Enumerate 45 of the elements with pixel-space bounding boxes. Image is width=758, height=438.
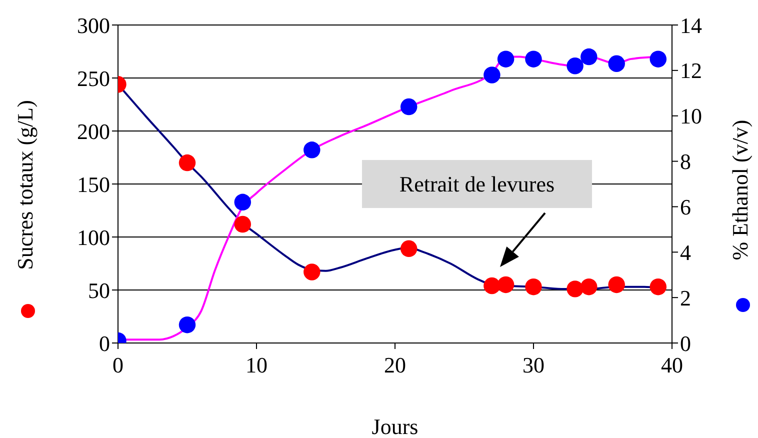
point [580,48,598,66]
point [608,276,625,294]
y2-tick-label: 14 [680,12,702,38]
point [178,316,196,334]
point [304,142,320,158]
point [234,194,252,211]
point [566,58,584,74]
point [525,278,542,296]
y-tick-label: 200 [77,118,110,144]
annotation: Retrait de levures [399,172,555,196]
point [484,66,500,84]
point [304,264,320,280]
point [497,276,514,294]
y2-tick-label: 0 [680,330,691,356]
point [650,50,667,68]
y2-tick-label: 2 [680,285,691,310]
x-tick-label: 40 [661,352,683,378]
y2-tick-label: 6 [680,194,691,220]
x-axis-title: Jours [372,414,418,438]
point [650,278,667,296]
x-tick-label: 10 [246,352,268,378]
y-tick-label: 0 [99,330,110,356]
point [497,50,514,68]
y2-tick-label: 8 [680,149,691,174]
point [580,278,598,296]
y2-tick-label: 12 [680,58,702,84]
y-axis-title: Sucres totaux (g/L) [12,100,38,270]
x-tick-label: 20 [384,352,406,378]
y2-tick-label: 4 [680,240,691,265]
point [178,154,196,172]
y2-tick-label: 10 [680,104,702,129]
y-tick-label: 300 [77,12,110,38]
point [484,277,500,294]
y2-axis-title: % Ethanol (v/v) [728,120,752,260]
point [234,216,252,233]
x-tick-label: 30 [522,352,544,378]
y-tick-label: 150 [77,172,110,197]
point [400,240,418,258]
point [400,98,418,116]
point [566,280,584,298]
y-tick-label: 100 [77,224,110,250]
y-tick-label: 50 [88,278,110,303]
point [525,50,542,68]
point [608,55,625,72]
y-tick-label: 250 [77,66,110,91]
